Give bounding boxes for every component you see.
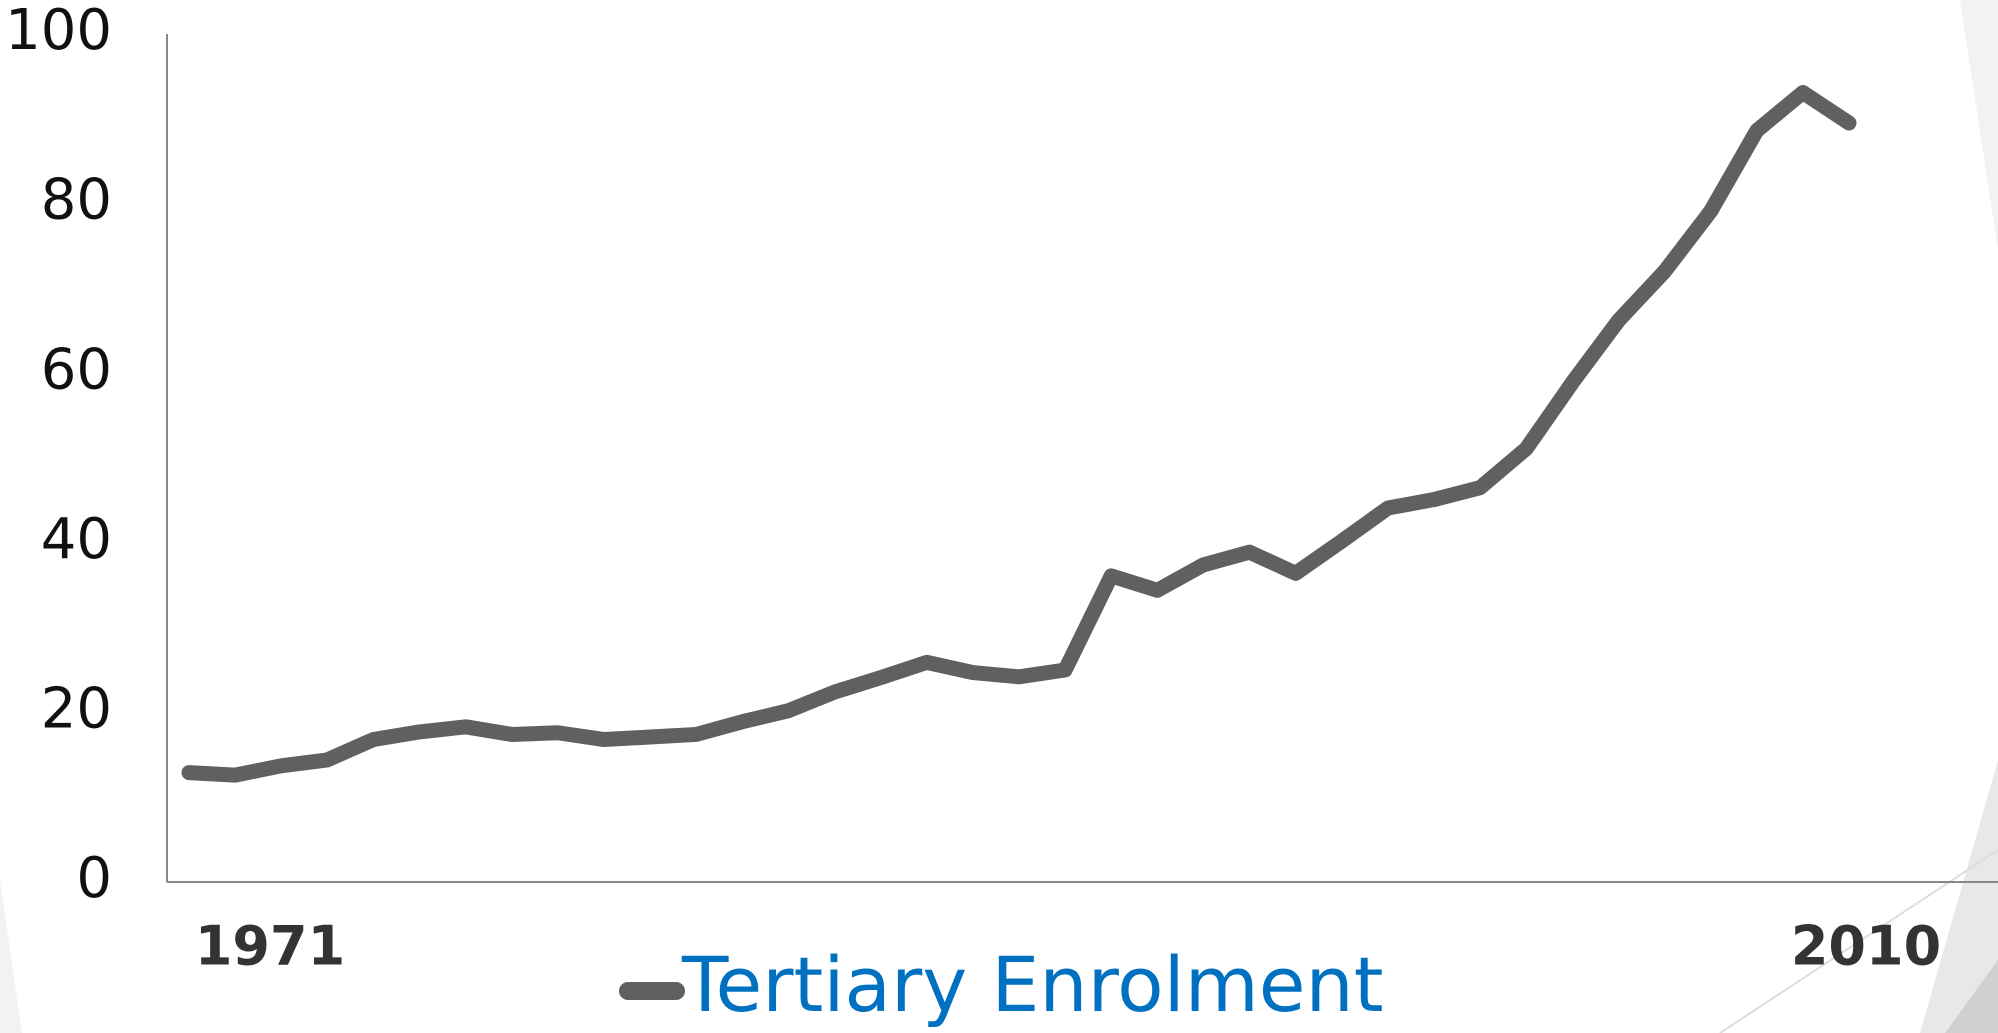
decoration <box>1920 760 1998 1033</box>
decoration <box>1945 960 1998 1033</box>
y-tick-label: 20 <box>41 677 112 742</box>
decoration <box>0 880 22 1033</box>
decoration <box>1719 849 1998 1033</box>
y-tick-label: 80 <box>41 168 112 233</box>
y-tick-label: 40 <box>41 507 112 572</box>
x-tick-label: 1971 <box>195 915 345 978</box>
y-tick-label: 100 <box>5 0 112 63</box>
decoration <box>1960 0 1998 250</box>
x-tick-label: 2010 <box>1791 915 1941 978</box>
y-tick-label: 0 <box>76 846 112 911</box>
data-line <box>181 85 1857 783</box>
y-tick-label: 60 <box>41 337 112 402</box>
legend-label: Tertiary Enrolment <box>681 940 1384 1029</box>
